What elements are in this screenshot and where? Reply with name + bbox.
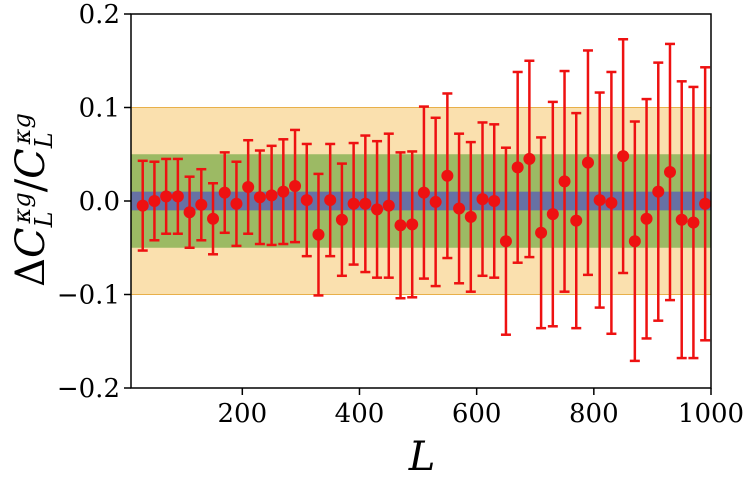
data-point (347, 197, 360, 210)
data-point (242, 180, 255, 193)
data-point (406, 218, 419, 231)
data-point (628, 235, 641, 248)
data-point (230, 197, 243, 210)
data-point (160, 190, 173, 203)
svg-text:ΔCLκg/CLκg: ΔCLκg/CLκg (8, 113, 58, 287)
data-point (417, 186, 430, 199)
data-point (148, 195, 161, 207)
data-point (183, 206, 196, 219)
y-tick-label: 0.1 (79, 94, 120, 124)
data-point (371, 203, 384, 216)
data-points (136, 150, 712, 248)
x-tick-label: 600 (452, 399, 502, 429)
data-point (195, 198, 208, 211)
data-point (441, 169, 454, 182)
x-axis-label: L (408, 434, 436, 480)
data-point (300, 194, 313, 207)
data-point (593, 194, 606, 207)
y-axis-label: ΔCLκg/CLκg (8, 113, 58, 287)
data-point (488, 195, 501, 207)
data-point (663, 166, 676, 179)
data-point (253, 191, 266, 204)
x-tick-label: 200 (217, 399, 267, 429)
axis-ticks: 200 400 600 800 1000 −0.2 −0.1 0.0 0.1 0.2 (57, 0, 744, 429)
data-point (570, 214, 583, 227)
data-point (171, 190, 184, 203)
data-point (359, 197, 372, 210)
data-point (558, 175, 571, 188)
data-point (207, 212, 220, 225)
data-point (289, 180, 302, 193)
data-point (499, 235, 512, 248)
data-point (464, 210, 477, 223)
data-point (523, 152, 536, 165)
data-point (640, 212, 653, 225)
data-point (605, 196, 618, 209)
y-tick-label: −0.2 (57, 374, 120, 404)
y-tick-label: −0.1 (57, 281, 120, 311)
data-point (581, 156, 594, 169)
error-bars (137, 37, 711, 363)
data-point (687, 216, 700, 229)
y-tick-label: 0.2 (79, 0, 120, 30)
data-point (265, 189, 278, 202)
data-point (476, 193, 489, 206)
data-point (382, 199, 395, 212)
x-tick-label: 800 (569, 399, 619, 429)
data-point (699, 197, 712, 210)
data-point (218, 186, 231, 199)
data-point (675, 213, 688, 226)
data-point (277, 185, 290, 198)
y-tick-label: 0.0 (79, 187, 120, 217)
data-point (324, 194, 337, 207)
data-point (335, 213, 348, 226)
data-point (312, 228, 325, 241)
data-point (511, 161, 524, 174)
data-point (136, 199, 149, 212)
data-point (535, 226, 548, 239)
data-point (546, 208, 559, 221)
data-point (429, 195, 442, 208)
data-point (617, 150, 630, 163)
data-point (652, 185, 665, 198)
data-point (453, 202, 466, 215)
x-tick-label: 1000 (678, 399, 744, 429)
x-tick-label: 400 (335, 399, 385, 429)
data-point (394, 219, 407, 232)
